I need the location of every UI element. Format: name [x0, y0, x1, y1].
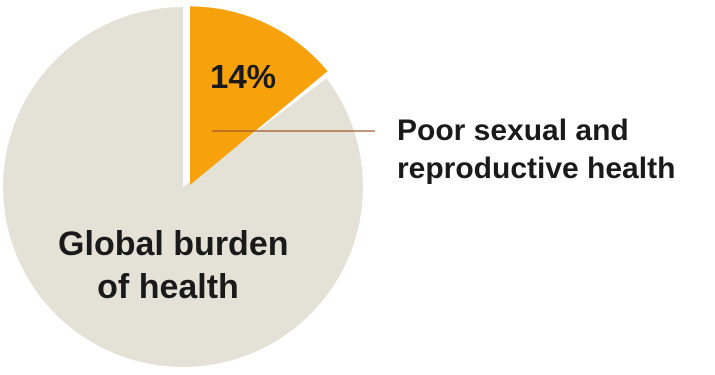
callout-label-line-2: reproductive health	[397, 152, 675, 185]
slice-value-label: 14%	[210, 58, 276, 95]
callout-label-line-1: Poor sexual and	[397, 114, 629, 147]
callout-label: Poor sexual and reproductive health	[397, 114, 675, 185]
main-slice-label-line-1: Global burden	[58, 225, 288, 263]
main-slice-label-line-2: of health	[97, 268, 239, 306]
